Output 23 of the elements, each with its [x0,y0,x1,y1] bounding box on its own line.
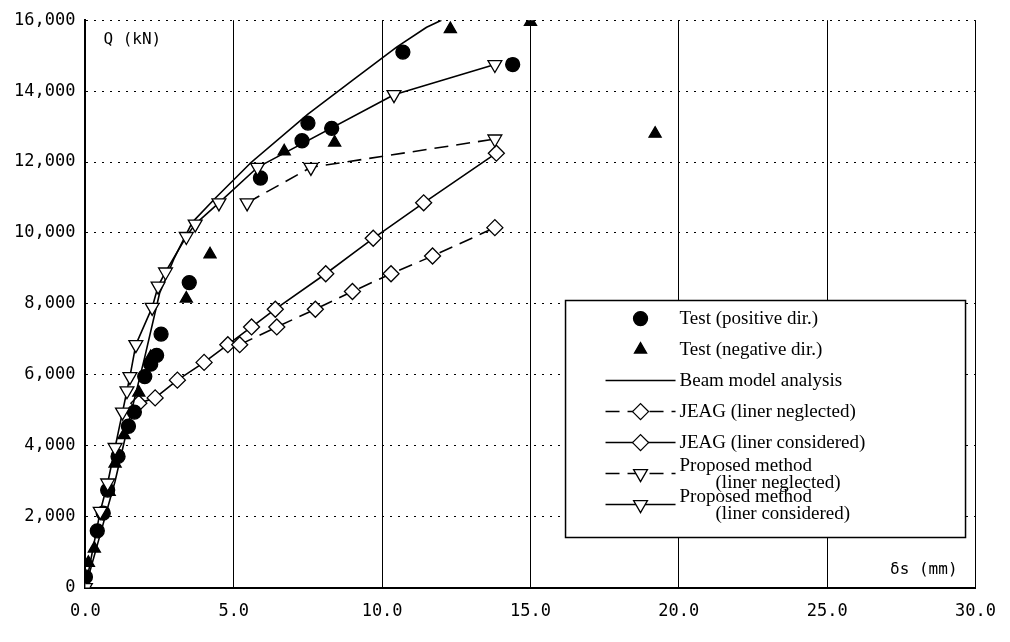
y-tick-label: 12,000 [13,150,76,171]
x-tick-label: 20.0 [658,600,700,621]
y-axis-title: Q (kN) [103,29,162,49]
y-tick-label: 14,000 [13,79,76,100]
legend-label: Test (positive dir.) [679,306,819,329]
legend-label: JEAG (liner neglected) [679,399,856,422]
x-tick-label: 5.0 [218,600,250,621]
x-tick-label: 30.0 [955,600,997,621]
x-axis-title: δs (mm) [890,558,958,578]
legend-label: Beam model analysis [679,368,843,390]
x-tick-label: 15.0 [509,600,551,621]
y-tick-label: 4,000 [24,434,76,455]
x-tick-label: 10.0 [361,600,403,621]
y-tick-label: 8,000 [24,292,76,313]
y-tick-label: 16,000 [13,8,76,29]
y-tick-label: 10,000 [13,221,76,242]
x-tick-label: 25.0 [806,600,848,621]
legend-label: JEAG (liner considered) [679,430,866,453]
y-tick-label: 6,000 [24,363,76,384]
y-tick-label: 0 [65,576,76,597]
y-tick-label: 2,000 [24,505,76,526]
x-tick-label: 0.0 [70,600,101,621]
legend-label: Test (negative dir.) [679,337,823,360]
